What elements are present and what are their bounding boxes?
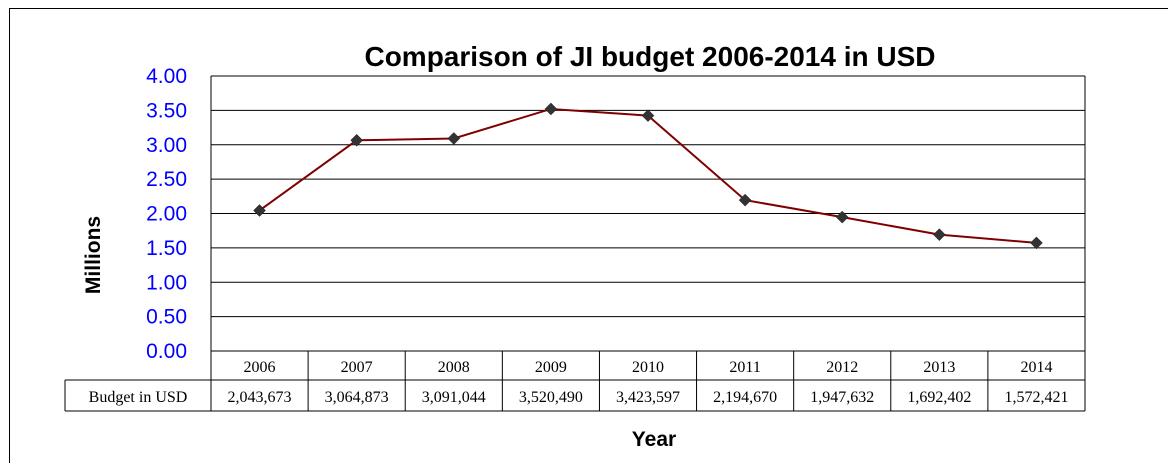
y-tick-label: 2.50 <box>146 168 187 191</box>
data-point-marker <box>932 228 946 242</box>
y-tick-label: 3.50 <box>146 99 187 122</box>
table-value-cell: 2,043,673 <box>228 389 292 406</box>
y-tick-label: 2.00 <box>146 203 187 226</box>
table-value-cell: 3,064,873 <box>325 389 389 406</box>
x-tick-label: 2014 <box>1020 359 1052 376</box>
x-tick-label: 2009 <box>535 359 567 376</box>
chart-title: Comparison of JI budget 2006-2014 in USD <box>364 41 935 72</box>
y-tick-label: 1.00 <box>146 271 187 294</box>
data-point-marker <box>738 193 752 207</box>
data-point-marker <box>350 133 364 147</box>
table-value-cell: 3,423,597 <box>616 389 680 406</box>
y-tick-label: 4.00 <box>146 65 187 88</box>
data-point-marker <box>641 109 655 122</box>
table-value-cell: 1,572,421 <box>1004 389 1068 406</box>
y-tick-label: 0.00 <box>146 340 187 363</box>
data-point-marker <box>253 204 266 217</box>
data-point-marker <box>447 132 461 145</box>
gridlines <box>210 75 1086 352</box>
x-tick-label: 2007 <box>341 359 373 376</box>
data-point-marker <box>544 102 558 116</box>
y-tick-label: 1.50 <box>146 237 187 260</box>
data-point-marker <box>1030 236 1043 250</box>
x-tick-label: 2012 <box>826 359 858 376</box>
y-tick-label: 0.50 <box>146 306 187 329</box>
table-value-cell: 1,692,402 <box>907 389 971 406</box>
table-value-cell: 2,194,670 <box>713 389 777 406</box>
y-tick-label: 3.00 <box>146 134 187 157</box>
series-budget-in-usd <box>253 102 1043 250</box>
chart-frame <box>9 8 1168 463</box>
y-axis-title: Millions <box>82 216 105 294</box>
table-value-cell: 1,947,632 <box>810 389 874 406</box>
series-line <box>258 107 1037 244</box>
data-table: 2006 2007 2008 2009 2010 2011 2012 2013 2014 Budg… <box>64 351 1086 412</box>
x-tick-label: 2010 <box>632 359 664 376</box>
x-tick-label: 2013 <box>923 359 955 376</box>
x-axis-title: Year <box>632 428 676 451</box>
table-series-label: Budget in USD <box>89 389 188 406</box>
table-value-cell: 3,091,044 <box>422 389 486 406</box>
x-tick-label: 2008 <box>438 359 470 376</box>
table-value-cell: 3,520,490 <box>519 389 583 406</box>
x-tick-label: 2011 <box>729 359 760 376</box>
data-point-marker <box>835 210 849 224</box>
y-axis-ticks: 0.00 0.50 1.00 1.50 2.00 2.50 3.00 3.50 4.00 <box>146 65 187 363</box>
x-tick-label: 2006 <box>244 359 276 376</box>
